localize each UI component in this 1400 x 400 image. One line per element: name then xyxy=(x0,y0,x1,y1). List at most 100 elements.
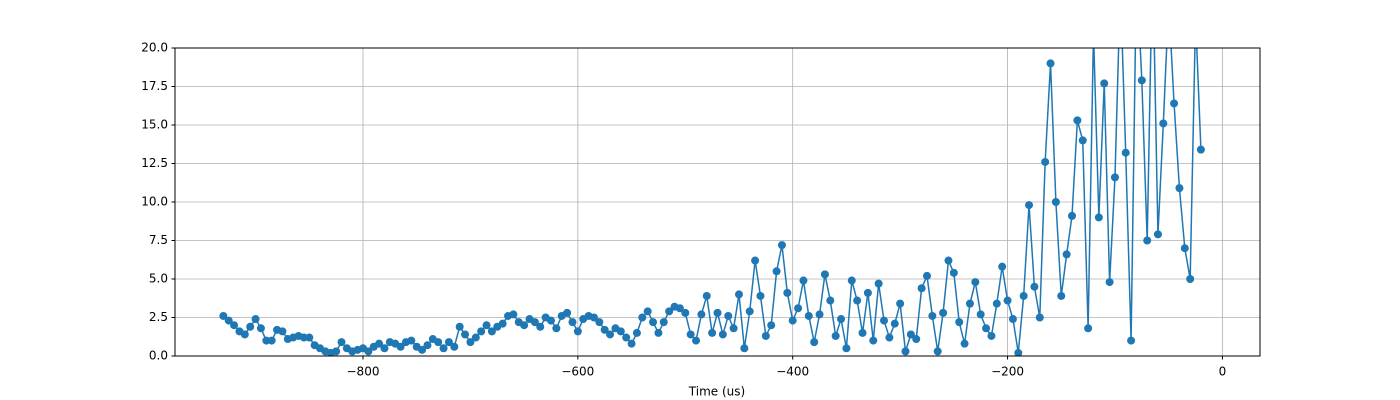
data-point xyxy=(858,328,867,337)
data-point xyxy=(724,311,733,320)
data-point xyxy=(466,338,475,347)
data-point xyxy=(987,331,996,340)
data-point xyxy=(1062,250,1071,259)
data-point xyxy=(444,338,453,347)
data-point xyxy=(520,321,529,330)
data-point xyxy=(1094,213,1103,222)
data-point xyxy=(337,338,346,347)
data-point xyxy=(992,299,1001,308)
data-point xyxy=(600,325,609,334)
y-tick-label: 0.0 xyxy=(149,349,168,363)
data-point xyxy=(939,308,948,317)
data-point xyxy=(418,345,427,354)
data-point xyxy=(901,347,910,356)
data-point xyxy=(1137,76,1146,85)
data-point xyxy=(826,296,835,305)
data-point xyxy=(434,338,443,347)
data-point xyxy=(659,318,668,327)
data-point xyxy=(1025,201,1034,210)
data-point xyxy=(632,328,641,337)
y-tick-label: 5.0 xyxy=(149,272,168,286)
data-point xyxy=(906,330,915,339)
data-point xyxy=(654,328,663,337)
y-tick-label: 12.5 xyxy=(141,156,168,170)
data-point xyxy=(1121,148,1130,157)
data-point xyxy=(896,299,905,308)
data-point xyxy=(718,330,727,339)
data-point xyxy=(869,336,878,345)
data-point xyxy=(1165,0,1173,6)
data-point xyxy=(1041,157,1050,166)
x-tick-label: −200 xyxy=(991,365,1024,379)
data-point xyxy=(530,318,539,327)
data-point xyxy=(477,327,486,336)
data-point xyxy=(256,324,265,333)
data-point xyxy=(949,268,958,277)
data-point xyxy=(837,315,846,324)
data-point xyxy=(820,270,829,279)
data-point xyxy=(573,327,582,336)
data-point xyxy=(863,288,872,297)
data-point xyxy=(455,322,464,331)
data-point xyxy=(407,336,416,345)
data-point xyxy=(1105,278,1114,287)
data-point xyxy=(847,276,856,285)
data-point xyxy=(912,335,921,344)
data-point xyxy=(922,271,931,280)
data-point xyxy=(1180,244,1189,253)
data-point xyxy=(751,256,760,265)
data-point xyxy=(890,319,899,328)
data-point xyxy=(971,278,980,287)
data-point xyxy=(734,290,743,299)
data-point xyxy=(1046,59,1055,68)
data-point xyxy=(230,321,239,330)
data-point xyxy=(332,347,341,356)
data-point xyxy=(880,316,889,325)
data-point xyxy=(364,347,373,356)
data-point xyxy=(509,310,518,319)
data-point xyxy=(380,344,389,353)
x-tick-label: −600 xyxy=(561,365,594,379)
data-point xyxy=(1030,282,1039,291)
data-point xyxy=(1008,315,1017,324)
data-point xyxy=(589,313,598,322)
data-point xyxy=(536,322,545,331)
data-point xyxy=(278,327,287,336)
data-point xyxy=(1073,116,1082,125)
data-point xyxy=(1143,236,1152,245)
data-point xyxy=(756,291,765,300)
data-point xyxy=(471,333,480,342)
data-point xyxy=(842,344,851,353)
data-point xyxy=(928,311,937,320)
data-point xyxy=(767,321,776,330)
data-point xyxy=(1014,348,1023,356)
data-point xyxy=(482,321,491,330)
data-point xyxy=(933,347,942,356)
data-point xyxy=(240,330,249,339)
data-point xyxy=(568,318,577,327)
y-tick-label: 15.0 xyxy=(141,118,168,132)
data-point xyxy=(783,288,792,297)
data-point xyxy=(423,341,432,350)
data-point xyxy=(794,304,803,313)
data-point xyxy=(740,344,749,353)
data-point xyxy=(1170,99,1179,108)
y-tick-label: 10.0 xyxy=(141,195,168,209)
data-point xyxy=(1192,13,1200,21)
data-point xyxy=(396,342,405,351)
data-point xyxy=(1084,324,1093,333)
data-point xyxy=(804,311,813,320)
data-point xyxy=(853,296,862,305)
data-point xyxy=(1057,291,1066,300)
data-point xyxy=(777,241,786,250)
data-point xyxy=(982,324,991,333)
data-point xyxy=(788,316,797,325)
data-point xyxy=(713,308,722,317)
data-point xyxy=(815,310,824,319)
x-tick-label: 0 xyxy=(1219,365,1227,379)
y-tick-label: 7.5 xyxy=(149,233,168,247)
data-point xyxy=(708,328,717,337)
data-point xyxy=(1051,198,1060,206)
data-point xyxy=(960,339,969,348)
